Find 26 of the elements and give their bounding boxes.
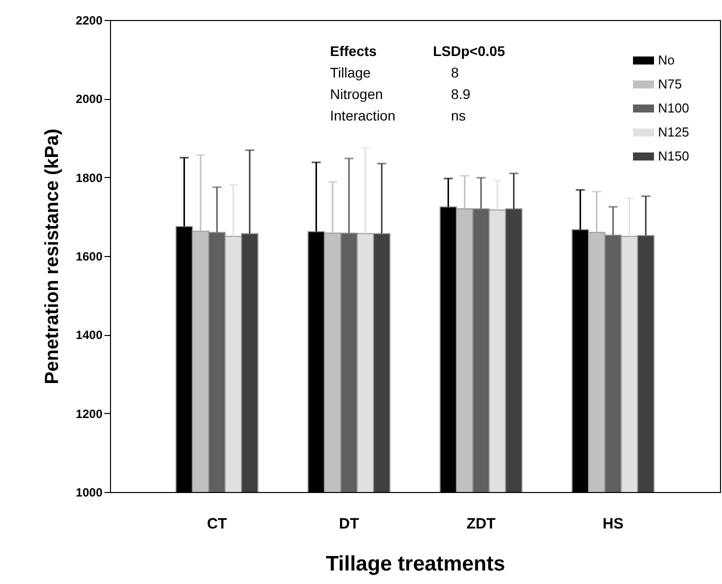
- annotation: Nitrogen: [330, 86, 383, 102]
- annotation: LSDp<0.05: [433, 43, 506, 59]
- legend-label: N125: [658, 124, 690, 140]
- y-axis-title: Penetration resistance (kPa): [42, 128, 63, 384]
- y-tick-label: 1600: [76, 250, 103, 264]
- x-tick-label: HS: [602, 516, 624, 532]
- annotation: Tillage: [330, 64, 371, 80]
- legend-label: N100: [658, 100, 690, 116]
- x-axis-title: Tillage treatments: [326, 552, 506, 576]
- y-tick-label: 1800: [76, 170, 103, 185]
- annotation: Interaction: [330, 108, 396, 124]
- legend-label: No: [658, 52, 675, 68]
- x-tick-label: ZDT: [466, 516, 496, 532]
- y-tick-label: 1200: [76, 406, 103, 421]
- annotation: 8: [451, 64, 459, 80]
- legend-label: N75: [658, 76, 682, 92]
- annotation: 8.9: [451, 86, 471, 102]
- x-tick-label: DT: [338, 516, 359, 532]
- annotation: Effects: [330, 43, 377, 59]
- y-tick-label: 2000: [76, 92, 103, 106]
- x-tick-label: CT: [206, 516, 227, 532]
- y-tick-label: 1000: [76, 486, 103, 500]
- annotation: ns: [451, 108, 466, 124]
- y-tick-label: 2200: [76, 14, 103, 28]
- y-tick-label: 1400: [76, 328, 103, 342]
- legend-label: N150: [658, 148, 690, 164]
